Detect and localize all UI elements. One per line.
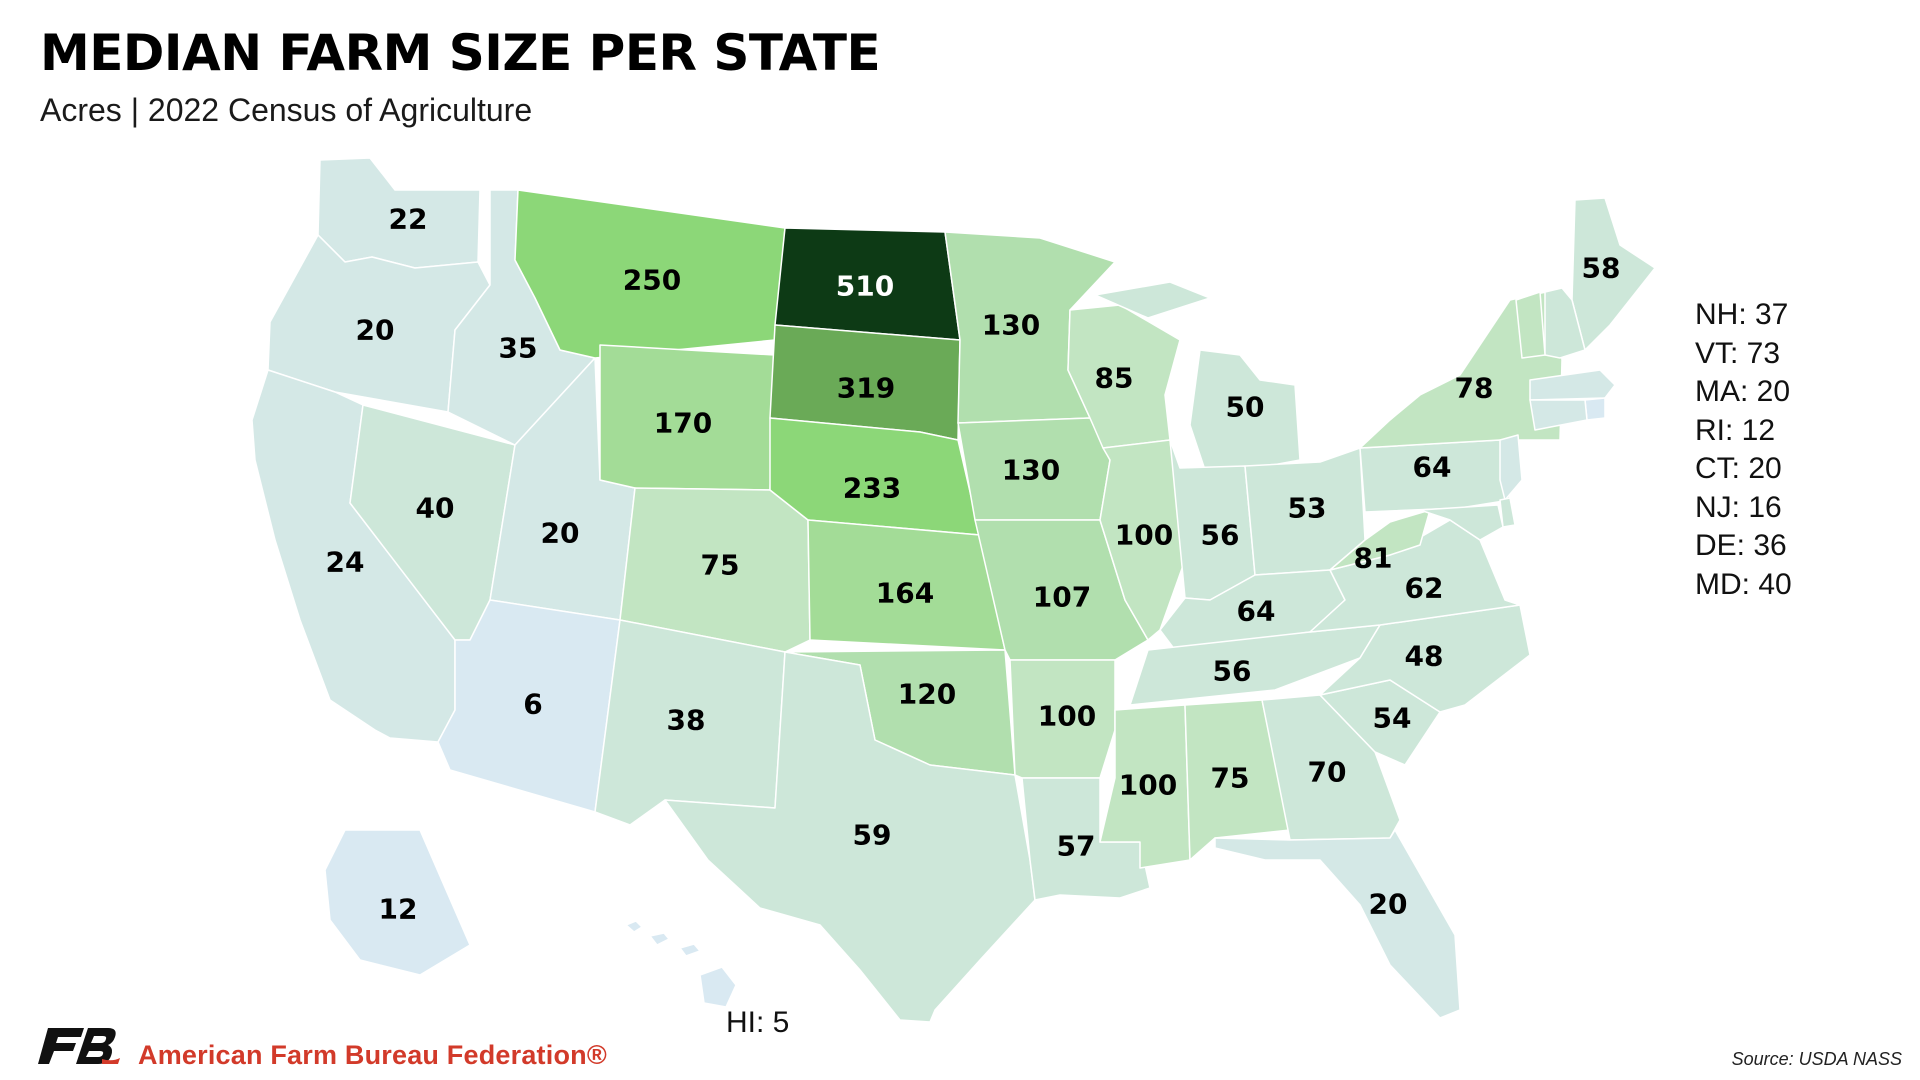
state-label-il: 100 <box>1115 519 1173 552</box>
legend-item-md: MD: 40 <box>1695 567 1792 601</box>
state-label-va: 62 <box>1405 572 1444 605</box>
state-label-wa: 22 <box>389 203 428 236</box>
state-fl <box>1214 829 1461 1019</box>
state-label-ny: 78 <box>1455 372 1494 405</box>
state-hi-island-4 <box>699 966 737 1008</box>
small-states-legend: NH: 37 VT: 73 MA: 20 RI: 12 CT: 20 NJ: 1… <box>1695 296 1792 604</box>
state-label-tn: 56 <box>1213 655 1252 688</box>
state-hi-island-3 <box>679 943 701 957</box>
state-ri <box>1584 397 1606 421</box>
state-label-wi: 85 <box>1095 362 1134 395</box>
legend-item-ct: CT: 20 <box>1695 452 1782 485</box>
state-de <box>1499 497 1516 528</box>
state-label-al: 75 <box>1211 762 1250 795</box>
state-label-in: 56 <box>1201 519 1240 552</box>
state-label-ks: 164 <box>876 577 934 610</box>
state-label-ga: 70 <box>1308 756 1347 789</box>
state-label-fl: 20 <box>1369 888 1408 921</box>
state-label-ms: 100 <box>1119 769 1177 802</box>
legend-item-ri: RI: 12 <box>1695 413 1776 447</box>
state-label-mn: 130 <box>982 309 1040 342</box>
state-label-me: 58 <box>1582 252 1621 285</box>
state-ct <box>1529 399 1588 431</box>
state-label-nm: 38 <box>667 704 706 737</box>
state-label-wv: 81 <box>1354 542 1393 575</box>
state-label-ia: 130 <box>1002 454 1060 487</box>
state-label-ak: 12 <box>379 893 418 926</box>
state-mi <box>1094 281 1301 471</box>
state-label-or: 20 <box>356 314 395 347</box>
state-ma <box>1529 369 1616 401</box>
state-label-az: 6 <box>523 688 542 721</box>
state-label-mo: 107 <box>1033 581 1091 614</box>
state-tx <box>664 651 1036 1023</box>
state-label-id: 35 <box>499 332 538 365</box>
state-label-co: 75 <box>701 549 740 582</box>
state-label-wy: 170 <box>654 407 712 440</box>
state-hi-island-2 <box>649 932 670 946</box>
state-label-oh: 53 <box>1288 492 1327 525</box>
state-label-mi: 50 <box>1226 391 1265 424</box>
state-label-mt: 250 <box>623 264 681 297</box>
state-nj <box>1499 434 1523 501</box>
state-md <box>1419 504 1504 541</box>
legend-item-nh: NH: 37 <box>1695 298 1789 331</box>
state-la <box>1021 777 1151 901</box>
state-label-nc: 48 <box>1405 640 1444 673</box>
state-nc <box>1319 604 1531 713</box>
state-label-ar: 100 <box>1038 700 1096 733</box>
legend-item-vt: VT: 73 <box>1695 336 1781 370</box>
legend-item-nj: NJ: 16 <box>1695 490 1782 524</box>
state-al <box>1184 699 1291 861</box>
state-ak <box>324 829 471 976</box>
afbf-logo-icon <box>38 1028 120 1064</box>
state-label-nv: 40 <box>416 492 455 525</box>
state-label-nd: 510 <box>836 270 894 303</box>
state-label-ne: 233 <box>843 472 901 505</box>
state-label-sd: 319 <box>837 372 895 405</box>
state-label-ok: 120 <box>898 678 956 711</box>
map-title: MEDIAN FARM SIZE PER STATE <box>40 24 881 82</box>
state-label-tx: 59 <box>853 819 892 852</box>
source-note: Source: USDA NASS <box>1731 1049 1902 1069</box>
state-label-ca: 24 <box>326 546 365 579</box>
hawaii-note: HI: 5 <box>726 1006 790 1039</box>
state-hi-island-1 <box>625 920 643 933</box>
state-label-ky: 64 <box>1237 595 1276 628</box>
state-vt <box>1515 291 1546 359</box>
state-label-pa: 64 <box>1413 451 1452 484</box>
brand-name: American Farm Bureau Federation® <box>138 1040 607 1070</box>
legend-item-ma: MA: 20 <box>1695 375 1791 408</box>
state-label-la: 57 <box>1057 830 1096 863</box>
state-ny <box>1359 289 1563 449</box>
state-label-sc: 54 <box>1373 702 1412 735</box>
legend-item-de: DE: 36 <box>1695 529 1787 562</box>
state-label-ut: 20 <box>541 517 580 550</box>
map-subtitle: Acres | 2022 Census of Agriculture <box>40 92 533 128</box>
